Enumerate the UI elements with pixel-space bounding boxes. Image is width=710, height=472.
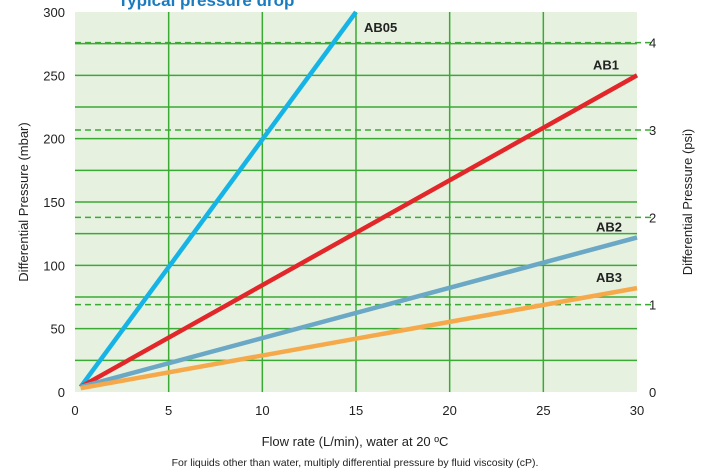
series-label-ab05: AB05 [364, 20, 397, 35]
series-line-ab3 [80, 285, 638, 391]
y-tick-label: 0 [58, 385, 65, 400]
y-tick-label: 100 [43, 258, 65, 273]
x-tick-label: 10 [255, 403, 269, 418]
y2-tick-label: 3 [649, 123, 656, 138]
x-axis-title: Flow rate (L/min), water at 20 ºC [262, 434, 449, 449]
y2-tick-label: 1 [649, 298, 656, 313]
y2-tick-label: 0 [649, 385, 656, 400]
y-tick-label: 50 [51, 322, 65, 337]
x-tick-label: 0 [71, 403, 78, 418]
y-tick-label: 250 [43, 68, 65, 83]
chart-title: Typical pressure drop [118, 0, 294, 10]
y2-tick-label: 4 [649, 36, 656, 51]
x-tick-label: 25 [536, 403, 550, 418]
y2-axis-title: Differential Pressure (psi) [680, 129, 695, 275]
y2-tick-label: 2 [649, 210, 656, 225]
series-label-ab2: AB2 [596, 219, 622, 234]
x-tick-label: 15 [349, 403, 363, 418]
series-lines [78, 10, 639, 391]
footnote: For liquids other than water, multiply d… [172, 457, 539, 469]
series-line-ab2 [80, 235, 638, 390]
y-axis-title: Differential Pressure (mbar) [16, 122, 31, 281]
y-tick-label: 300 [43, 5, 65, 20]
y-tick-label: 200 [43, 132, 65, 147]
series-line-ab1 [79, 73, 639, 389]
series-line-ab05 [78, 10, 358, 389]
grid-lines [75, 12, 651, 392]
series-label-ab1: AB1 [593, 57, 619, 72]
x-tick-label: 30 [630, 403, 644, 418]
series-label-ab3: AB3 [596, 270, 622, 285]
x-tick-label: 5 [165, 403, 172, 418]
series-labels: AB05 AB1 AB2 AB3 [364, 20, 622, 285]
x-tick-label: 20 [442, 403, 456, 418]
y-tick-label: 150 [43, 195, 65, 210]
